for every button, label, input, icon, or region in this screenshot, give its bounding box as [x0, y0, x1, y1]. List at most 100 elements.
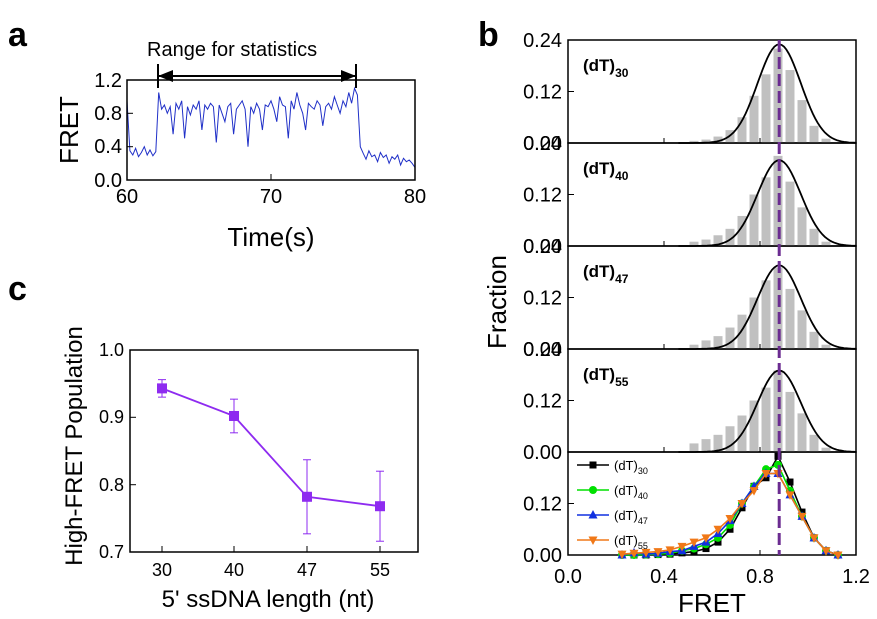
xtick-label-c: 47: [297, 560, 317, 580]
panel-b: 0.00 0.12 0.24 0.00 0.12 0.24 0.00 0.12 0.24 0…: [482, 30, 870, 618]
xtick-label-b: 0.4: [650, 566, 678, 588]
histogram-bar: [761, 387, 771, 452]
overlay-plot: 0.00 0.12: [523, 451, 857, 567]
histogram-bar: [749, 194, 759, 246]
histogram-dT55: 0.00 0.12 0.24: [523, 339, 857, 464]
ytick-label-b: 0.24: [523, 30, 562, 52]
histogram-bar: [713, 336, 723, 349]
x-axis-title-a: Time(s): [227, 222, 314, 252]
histogram-bar: [689, 344, 699, 349]
histogram-bar: [809, 228, 819, 246]
x-axis-title-c: 5' ssDNA length (nt): [162, 586, 375, 613]
histogram-bar: [761, 74, 771, 143]
legend-label-dT55: (dT)55: [614, 533, 648, 551]
xtick-label-a: 70: [260, 186, 282, 208]
histogram-bar: [809, 434, 819, 452]
sample-label-dT40: (dT)40: [583, 159, 629, 183]
ytick-label-a: 0.4: [94, 136, 122, 158]
triangle-down-marker: [629, 549, 639, 559]
circle-marker: [589, 486, 597, 494]
annotation-label: Range for statistics: [147, 39, 317, 61]
histogram-bar: [797, 310, 807, 349]
histogram-bar: [785, 391, 795, 452]
triangle-down-marker: [701, 534, 711, 543]
overlay-line: [622, 454, 839, 556]
ytick-label-b: 0.12: [523, 494, 562, 516]
triangle-down-marker: [588, 536, 598, 545]
ytick-label-c: 1.0: [99, 340, 124, 360]
histogram-bar: [821, 241, 831, 246]
ytick-label-b: 0.12: [523, 185, 562, 207]
histogram-bar: [737, 215, 747, 246]
square-marker: [714, 538, 722, 546]
data-point: [375, 501, 385, 512]
triangle-down-marker: [641, 548, 651, 558]
y-axis-title-c: High-FRET Population: [61, 326, 88, 566]
histogram-bar: [701, 139, 711, 143]
panel-a: Range for statistics 0.0 0.4 0.8 1.2 60 …: [54, 39, 426, 252]
ytick-label-c: 0.9: [99, 407, 124, 427]
overlay-line: [622, 463, 839, 556]
ytick-label-b: 0.12: [523, 82, 562, 104]
histogram-bar: [821, 344, 831, 349]
xtick-label-b: 1.2: [842, 566, 870, 588]
square-marker: [726, 525, 734, 533]
ytick-label-a: 1.2: [94, 70, 122, 92]
xtick-label-c: 40: [224, 560, 244, 580]
histogram-bar: [773, 370, 783, 452]
histogram-bar: [797, 207, 807, 246]
annotation-arrowhead-right: [341, 70, 356, 82]
histogram-bar: [725, 426, 735, 452]
triangle-down-marker: [725, 515, 735, 524]
triangle-down-marker: [713, 525, 723, 535]
triangle-down-marker: [797, 512, 807, 522]
ytick-label-b: 0.24: [523, 133, 562, 155]
histogram-bar: [749, 297, 759, 349]
histogram-bar: [713, 136, 723, 143]
histogram-bar: [725, 228, 735, 246]
histogram-bar: [689, 140, 699, 143]
ytick-label-b: 0.00: [523, 442, 562, 464]
ytick-label-b: 0.24: [523, 236, 562, 258]
histogram-bar: [821, 138, 831, 143]
histogram-dT40: 0.00 0.12 0.24: [523, 133, 857, 258]
ytick-label-b: 0.00: [523, 133, 562, 155]
sample-label-dT30: (dT)30: [583, 56, 629, 80]
panel-letter-a: a: [8, 16, 28, 54]
histogram-bar: [797, 413, 807, 452]
x-ticks-c: 30 40 47 55: [152, 546, 390, 580]
histogram-bar: [689, 241, 699, 246]
x-ticks-a: 60 70 80: [116, 174, 426, 208]
triangle-marker: [588, 510, 598, 519]
ytick-label-b: 0.00: [523, 236, 562, 258]
histogram-bar: [701, 439, 711, 452]
triangle-down-marker: [785, 491, 795, 500]
axes-frame-c: [129, 349, 419, 553]
triangle-down-marker: [761, 469, 771, 479]
histogram-bar: [749, 400, 759, 452]
histogram-bar: [797, 100, 807, 143]
sample-labels: (dT)30 (dT)40 (dT)47 (dT)55: [583, 56, 629, 389]
histogram-bar: [713, 235, 723, 246]
triangle-down-marker: [617, 550, 627, 560]
ytick-label-b: 0.12: [523, 288, 562, 310]
y-axis-title-a: FRET: [54, 96, 84, 164]
histogram-dT30: 0.00 0.12 0.24: [523, 30, 857, 155]
histogram-bar: [785, 70, 795, 143]
y-axis-title-b: Fraction: [482, 255, 512, 349]
ytick-label-c: 0.7: [99, 542, 124, 562]
square-marker: [589, 461, 597, 469]
axes-frame-a: [126, 79, 416, 181]
triangle-down-marker: [653, 548, 663, 557]
xtick-label-a: 60: [116, 186, 138, 208]
square-marker: [786, 478, 794, 486]
triangle-down-marker: [833, 551, 843, 560]
sample-label-dT47: (dT)47: [583, 262, 629, 286]
triangle-down-marker: [665, 546, 675, 555]
x-axis-title-b: FRET: [678, 588, 746, 618]
histogram-bar: [713, 434, 723, 452]
histogram-bar: [785, 181, 795, 246]
histogram-bar: [809, 331, 819, 349]
histogram-bar: [809, 125, 819, 143]
ytick-label-a: 0.8: [94, 103, 122, 125]
